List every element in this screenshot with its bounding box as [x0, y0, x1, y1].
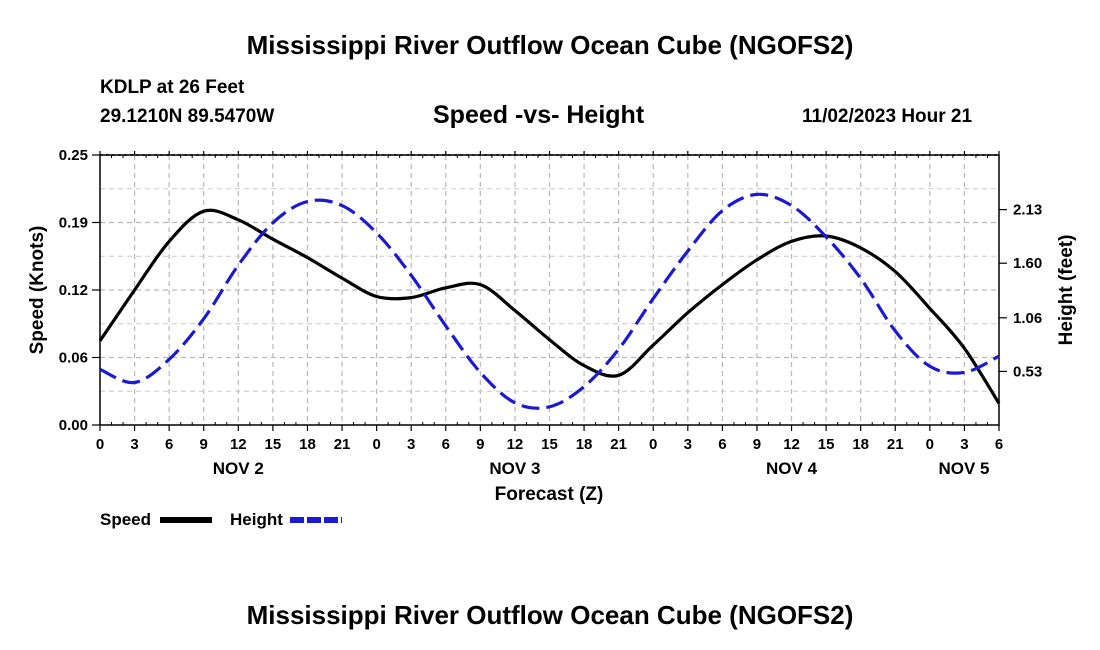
y-left-tick-label: 0.12 — [59, 282, 88, 299]
x-tick-label: 18 — [299, 436, 316, 453]
x-tick-label: 0 — [649, 436, 657, 453]
label-layer: 0 3 6 9 12 15 18 21 0 3 6 9 12 15 18 21 0 3 6 9 12 15 18 21 0 3 6N… — [59, 147, 1042, 478]
x-tick-label: 9 — [200, 436, 208, 453]
x-tick-label: 3 — [407, 436, 415, 453]
x-tick-label: 3 — [960, 436, 968, 453]
x-axis-title: Forecast (Z) — [495, 484, 604, 505]
x-tick-label: 21 — [610, 436, 627, 453]
y-right-tick-label: 2.13 — [1013, 202, 1042, 219]
x-tick-label: 9 — [753, 436, 761, 453]
x-tick-label: 12 — [230, 436, 247, 453]
x-tick-label: 6 — [718, 436, 726, 453]
x-tick-label: 3 — [130, 436, 138, 453]
x-tick-label: 21 — [334, 436, 351, 453]
x-day-label: NOV 4 — [766, 459, 818, 478]
x-tick-label: 6 — [442, 436, 450, 453]
x-day-label: NOV 2 — [213, 459, 264, 478]
x-tick-label: 0 — [372, 436, 380, 453]
x-tick-label: 18 — [852, 436, 869, 453]
x-tick-label: 15 — [265, 436, 282, 453]
x-tick-label: 0 — [96, 436, 104, 453]
y-right-tick-label: 1.60 — [1013, 255, 1042, 272]
plot-frame — [99, 154, 1000, 426]
x-tick-label: 15 — [541, 436, 558, 453]
series-line-speed — [98, 208, 1001, 405]
main-title: Mississippi River Outflow Ocean Cube (NG… — [246, 30, 854, 60]
y-right-tick-label: 0.53 — [1013, 363, 1042, 380]
x-tick-label: 15 — [818, 436, 835, 453]
x-tick-label: 21 — [887, 436, 904, 453]
location-label: 29.1210N 89.5470W — [100, 106, 275, 127]
y-left-tick-label: 0.00 — [59, 417, 88, 434]
x-day-label: NOV 5 — [938, 459, 989, 478]
chart-title: Speed -vs- Height — [433, 101, 645, 129]
datetime-label: 11/02/2023 Hour 21 — [802, 106, 973, 127]
series-line-height — [99, 192, 1000, 410]
station-label: KDLP at 26 Feet — [100, 77, 245, 98]
x-tick-label: 12 — [783, 436, 800, 453]
legend-speed-label: Speed — [100, 510, 151, 529]
x-tick-label: 6 — [165, 436, 173, 453]
axes-layer — [92, 151, 1007, 431]
x-tick-label: 12 — [507, 436, 524, 453]
legend-height-label: Height — [230, 510, 283, 529]
x-tick-label: 6 — [995, 436, 1003, 453]
grid-layer — [100, 155, 999, 425]
y-axis-left-title: Speed (Knots) — [27, 226, 48, 355]
footer-title: Mississippi River Outflow Ocean Cube (NG… — [246, 600, 854, 630]
x-tick-label: 18 — [576, 436, 593, 453]
y-axis-right-title: Height (feet) — [1056, 235, 1077, 346]
x-tick-label: 0 — [926, 436, 934, 453]
x-tick-label: 3 — [684, 436, 692, 453]
x-tick-label: 9 — [476, 436, 484, 453]
x-day-label: NOV 3 — [489, 459, 540, 478]
y-left-tick-label: 0.06 — [59, 350, 88, 367]
series-layer — [98, 192, 1001, 410]
y-left-tick-label: 0.25 — [59, 147, 88, 164]
y-right-tick-label: 1.06 — [1013, 310, 1042, 327]
y-left-tick-label: 0.19 — [59, 215, 88, 232]
